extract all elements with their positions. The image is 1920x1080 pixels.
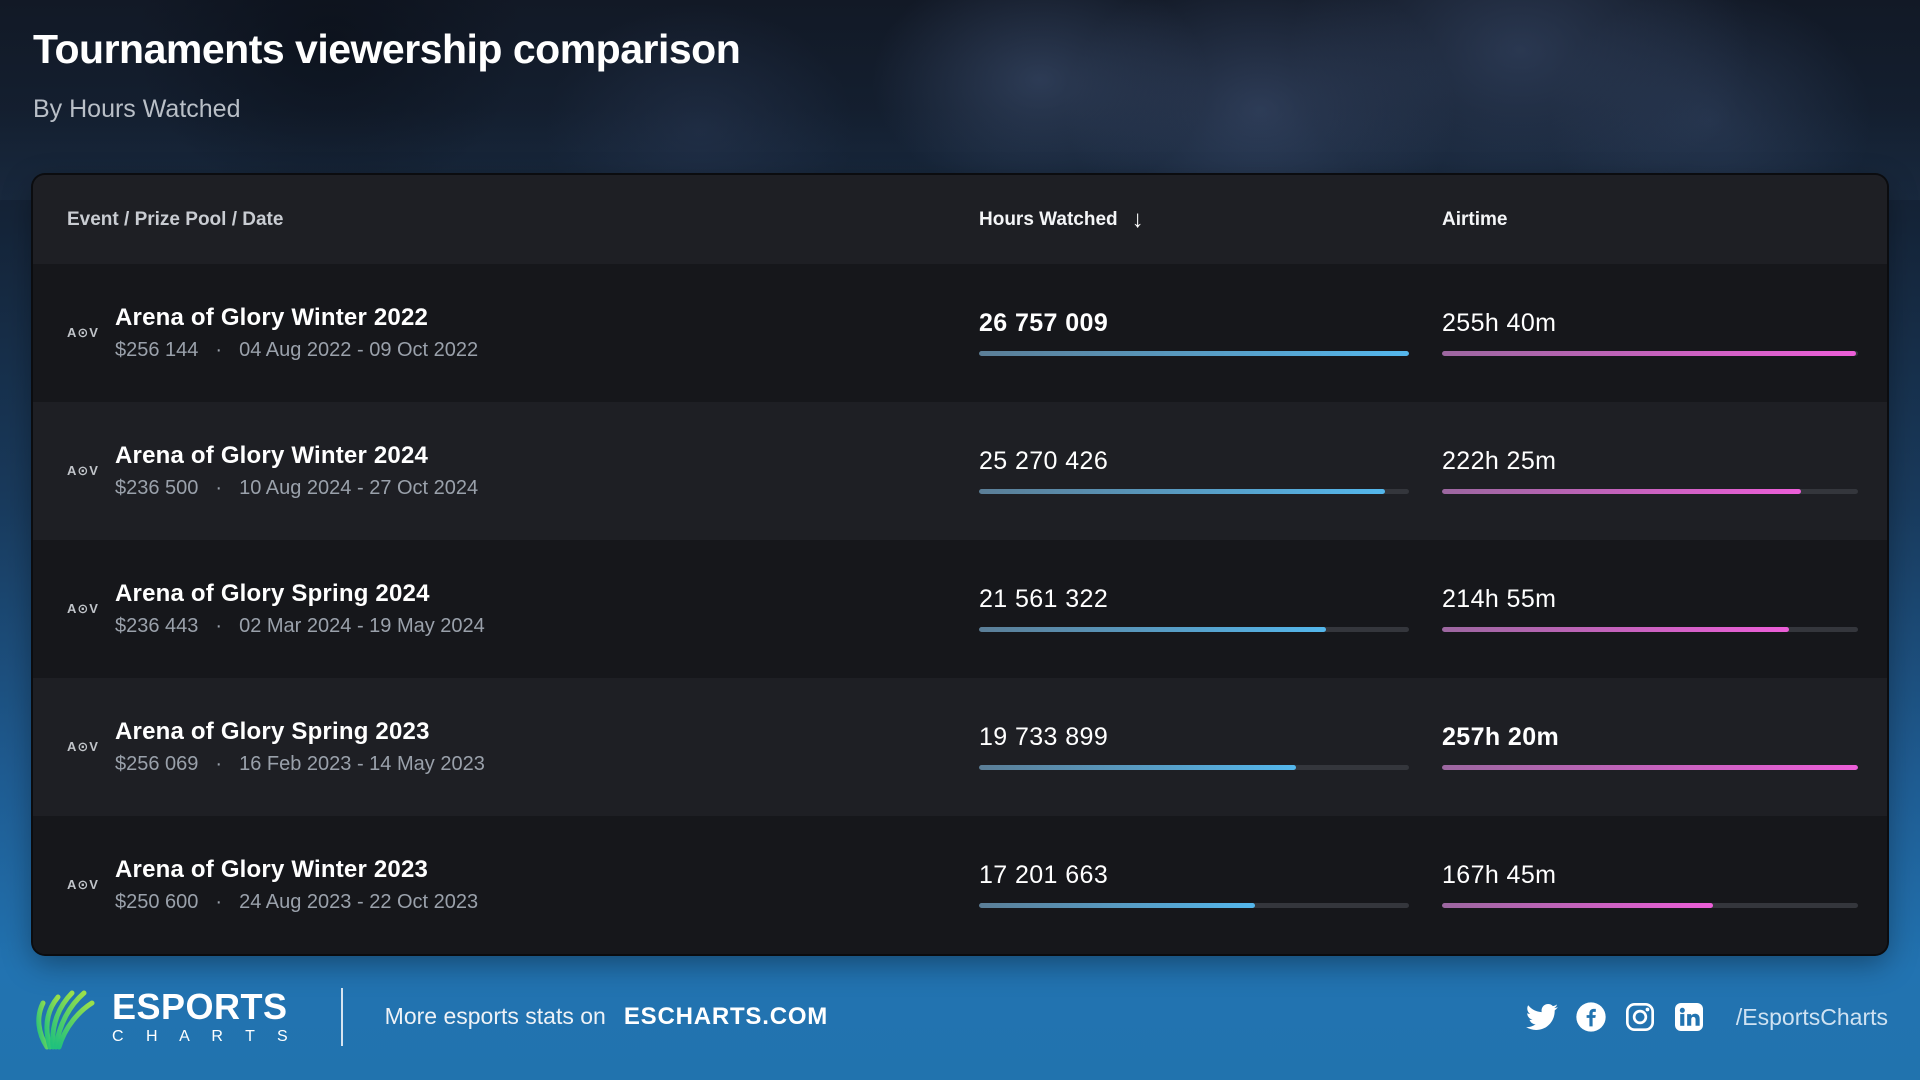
airtime-bar (1442, 902, 1858, 908)
column-header-event: Event / Prize Pool / Date (67, 208, 284, 230)
airtime-metric: 257h 20m (1442, 722, 1858, 770)
twitter-icon[interactable] (1525, 1001, 1558, 1033)
escharts-com-link[interactable]: ESCHARTS.COM (623, 1003, 829, 1030)
column-header-airtime: Airtime (1442, 208, 1508, 230)
table-row[interactable]: A⊙V Arena of Glory Spring 2024 $236 443 … (33, 540, 1887, 678)
prize-pool: $236 500 (115, 477, 199, 499)
event-meta: $256 069 · 16 Feb 2023 - 14 May 2023 (115, 753, 485, 776)
footer: ESPORTS C H A R T S More esports stats o… (0, 954, 1920, 1080)
page-title: Tournaments viewership comparison (33, 26, 741, 72)
hours-watched-value: 17 201 663 (979, 860, 1109, 889)
airtime-value: 255h 40m (1442, 308, 1557, 337)
meta-separator: · (215, 477, 223, 499)
hours-watched-value: 19 733 899 (979, 722, 1109, 751)
hours-watched-value: 26 757 009 (979, 308, 1109, 337)
event-cell: A⊙V Arena of Glory Spring 2023 $256 069 … (67, 718, 979, 776)
event-name: Arena of Glory Spring 2023 (115, 718, 430, 745)
airtime-bar (1442, 764, 1858, 770)
hours-watched-metric: 21 561 322 (979, 584, 1442, 632)
airtime-value: 167h 45m (1442, 860, 1557, 889)
event-meta: $236 500 · 10 Aug 2024 - 27 Oct 2024 (115, 477, 478, 500)
esports-charts-shell-icon (36, 990, 95, 1050)
aov-game-icon: A⊙V (67, 877, 99, 892)
airtime-value: 222h 25m (1442, 446, 1557, 475)
aov-game-icon: A⊙V (67, 739, 99, 754)
event-cell: A⊙V Arena of Glory Spring 2024 $236 443 … (67, 580, 979, 638)
airtime-bar (1442, 626, 1858, 632)
hours-watched-bar (979, 488, 1409, 494)
facebook-icon[interactable] (1575, 1001, 1607, 1033)
airtime-metric: 255h 40m (1442, 308, 1858, 356)
column-header-hours-label: Hours Watched (979, 208, 1118, 230)
event-name: Arena of Glory Spring 2024 (115, 580, 430, 607)
event-meta: $250 600 · 24 Aug 2023 - 22 Oct 2023 (115, 891, 478, 914)
table-row[interactable]: A⊙V Arena of Glory Spring 2023 $256 069 … (33, 678, 1887, 816)
meta-separator: · (215, 339, 223, 361)
event-name: Arena of Glory Winter 2022 (115, 304, 429, 331)
airtime-bar (1442, 350, 1858, 356)
event-meta: $256 144 · 04 Aug 2022 - 09 Oct 2022 (115, 339, 478, 362)
hours-watched-metric: 25 270 426 (979, 446, 1442, 494)
event-dates: 10 Aug 2024 - 27 Oct 2024 (239, 477, 479, 499)
airtime-metric: 167h 45m (1442, 860, 1858, 908)
hours-watched-value: 25 270 426 (979, 446, 1109, 475)
meta-separator: · (215, 615, 223, 637)
brand-charts-label: C H A R T S (112, 1028, 297, 1045)
event-name: Arena of Glory Winter 2023 (115, 856, 429, 883)
prize-pool: $236 443 (115, 615, 199, 637)
prize-pool: $256 069 (115, 753, 199, 775)
aov-game-icon: A⊙V (67, 325, 99, 340)
social-handle[interactable]: /EsportsCharts (1735, 1003, 1888, 1030)
instagram-icon[interactable] (1624, 1001, 1656, 1033)
event-name: Arena of Glory Winter 2024 (115, 442, 429, 469)
hours-watched-metric: 26 757 009 (979, 308, 1442, 356)
sort-descending-icon: ↓ (1131, 205, 1144, 233)
event-dates: 04 Aug 2022 - 09 Oct 2022 (239, 339, 479, 361)
table-row[interactable]: A⊙V Arena of Glory Winter 2024 $236 500 … (33, 402, 1887, 540)
hours-watched-value: 21 561 322 (979, 584, 1109, 613)
comparison-table-card: Event / Prize Pool / Date Hours Watched … (33, 175, 1887, 954)
footer-message: More esports stats on (384, 1003, 606, 1029)
event-dates: 02 Mar 2024 - 19 May 2024 (239, 615, 485, 637)
esports-charts-logo[interactable]: ESPORTS C H A R T S (32, 979, 297, 1055)
hours-watched-metric: 19 733 899 (979, 722, 1442, 770)
event-dates: 24 Aug 2023 - 22 Oct 2023 (239, 891, 479, 913)
event-cell: A⊙V Arena of Glory Winter 2023 $250 600 … (67, 856, 979, 914)
airtime-metric: 222h 25m (1442, 446, 1858, 494)
airtime-value: 214h 55m (1442, 584, 1557, 613)
table-header-row: Event / Prize Pool / Date Hours Watched … (33, 175, 1887, 264)
event-meta: $236 443 · 02 Mar 2024 - 19 May 2024 (115, 615, 485, 638)
hours-watched-bar (979, 350, 1409, 356)
hours-watched-bar (979, 764, 1409, 770)
table-row[interactable]: A⊙V Arena of Glory Winter 2023 $250 600 … (33, 816, 1887, 954)
prize-pool: $250 600 (115, 891, 199, 913)
prize-pool: $256 144 (115, 339, 199, 361)
event-cell: A⊙V Arena of Glory Winter 2022 $256 144 … (67, 304, 979, 362)
footer-divider (340, 988, 343, 1046)
hours-watched-metric: 17 201 663 (979, 860, 1442, 908)
airtime-metric: 214h 55m (1442, 584, 1858, 632)
column-header-hours-watched[interactable]: Hours Watched ↓ (979, 205, 1442, 233)
page-subtitle: By Hours Watched (33, 95, 241, 123)
brand-esports-label: ESPORTS (112, 986, 288, 1027)
page-header: Tournaments viewership comparison By Hou… (33, 26, 741, 124)
meta-separator: · (215, 891, 223, 913)
airtime-bar (1442, 488, 1858, 494)
meta-separator: · (215, 753, 223, 775)
linkedin-icon[interactable] (1673, 1001, 1705, 1033)
aov-game-icon: A⊙V (67, 463, 99, 478)
airtime-value: 257h 20m (1442, 722, 1560, 751)
event-cell: A⊙V Arena of Glory Winter 2024 $236 500 … (67, 442, 979, 500)
event-dates: 16 Feb 2023 - 14 May 2023 (239, 753, 485, 775)
hours-watched-bar (979, 902, 1409, 908)
hours-watched-bar (979, 626, 1409, 632)
table-row[interactable]: A⊙V Arena of Glory Winter 2022 $256 144 … (33, 264, 1887, 402)
aov-game-icon: A⊙V (67, 601, 99, 616)
